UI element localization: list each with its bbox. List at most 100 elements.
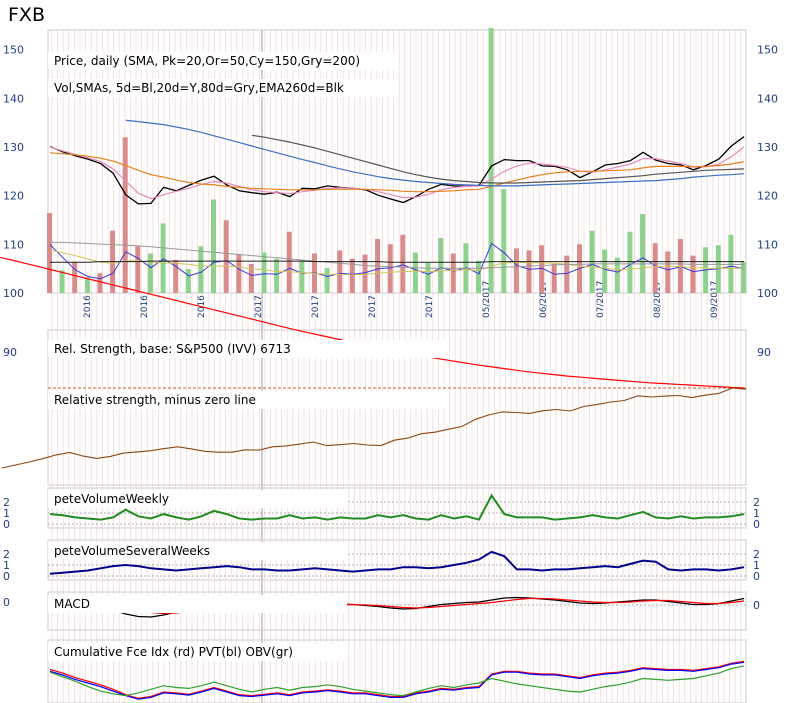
- price-x-tick: 07/2017: [596, 281, 606, 318]
- volume-bar: [248, 263, 254, 293]
- rel-strength-panel-title: Rel. Strength, base: S&P500 (IVV) 6713: [48, 340, 447, 358]
- pete_several-y-tick-left: 1: [3, 559, 10, 572]
- pete-several-panel-title: peteVolumeSeveralWeeks: [48, 542, 347, 560]
- pete_several-y-tick-right: 0: [753, 570, 760, 583]
- price-y-tick-left: 140: [3, 92, 24, 105]
- volume-bar: [665, 251, 671, 293]
- volume-bar: [173, 259, 179, 293]
- volume-bar: [135, 246, 141, 293]
- price-x-tick: 2017: [368, 295, 378, 318]
- volume-bar: [223, 220, 229, 293]
- price-price-line: [49, 136, 745, 205]
- price-x-tick: 05/2017: [482, 281, 492, 318]
- volume-bar: [690, 255, 696, 293]
- price-y-tick-left: 110: [3, 238, 24, 251]
- volume-bar: [539, 245, 545, 293]
- volume-bar: [198, 246, 204, 293]
- price-x-tick: 06/2017: [539, 281, 549, 318]
- price-x-tick: 2016: [140, 295, 150, 318]
- volume-bar: [488, 23, 494, 293]
- pete_several-y-tick-left: 2: [3, 548, 10, 561]
- grid-stripes: [51, 30, 742, 703]
- volume-bar: [236, 254, 242, 293]
- pete_weekly-y-tick-left: 2: [3, 496, 10, 509]
- volume-vol_sma5-line: [49, 242, 745, 280]
- volume-bar: [211, 199, 216, 293]
- price-y-tick-left: 150: [3, 44, 24, 57]
- volume-bar: [614, 257, 620, 293]
- volume-bar: [476, 260, 481, 293]
- volume-bar: [412, 252, 418, 293]
- volume-vol_sma80-line: [50, 241, 744, 269]
- volume-panel-title: Vol,SMAs, 5d=Bl,20d=Y,80d=Gry,EMA260d=Bl…: [48, 79, 398, 97]
- price-sma20-line: [49, 146, 745, 200]
- volume-vol_sma20-line: [49, 249, 744, 276]
- cumulative-pvt-line: [49, 661, 745, 700]
- pete_weekly-frame: [47, 487, 747, 529]
- pete_weekly-y-tick-right: 2: [753, 496, 760, 509]
- pete_weekly-y-tick-right: 0: [753, 518, 760, 531]
- pete_several-y-tick-right: 1: [753, 559, 760, 572]
- volume-bar: [513, 248, 519, 293]
- pete_several-y-tick-left: 0: [3, 570, 10, 583]
- volume-bar: [640, 214, 646, 293]
- price-y-tick-left: 100: [3, 287, 24, 300]
- price-x-tick: 2016: [83, 295, 93, 318]
- cumulative-panel-title: Cumulative Fce Idx (rd) PVT(bl) OBV(gr): [48, 643, 347, 661]
- volume-bar: [97, 273, 103, 293]
- pete_several-y-tick-right: 2: [753, 548, 760, 561]
- rs-y-tick-left: 90: [3, 346, 17, 359]
- price-x-tick: 2017: [425, 295, 435, 318]
- volume-bar: [450, 253, 456, 293]
- macd-line: [49, 596, 745, 618]
- ticker-symbol: FXB: [2, 2, 503, 28]
- volume-bar: [741, 261, 746, 293]
- macd-y-tick-left: 0: [3, 596, 10, 609]
- price-x-tick: 2017: [254, 295, 264, 318]
- pete_weekly-y-tick-right: 1: [753, 507, 760, 520]
- macd-y-tick-right: 0: [753, 599, 760, 612]
- volume-bar: [501, 189, 507, 293]
- volume-bar: [185, 269, 191, 293]
- volume-bar: [59, 270, 65, 293]
- volume-bar: [274, 258, 280, 293]
- cumulative-force-line: [49, 660, 745, 699]
- volume-bar: [84, 277, 90, 293]
- volume-bar: [652, 243, 658, 293]
- volume-bar: [299, 260, 305, 293]
- volume-bar: [602, 249, 608, 293]
- volume-bar: [627, 231, 633, 293]
- pete_several-frame: [47, 539, 747, 581]
- price-y-tick-left: 120: [3, 190, 24, 203]
- volume-bar: [526, 250, 532, 293]
- volume-bar: [286, 231, 292, 293]
- volume-bar: [47, 213, 52, 293]
- price-sma200-line: [251, 134, 745, 184]
- volume-bar: [425, 262, 431, 293]
- macd-signal-line: [49, 597, 745, 615]
- volume-bar: [551, 263, 557, 293]
- pete_weekly-y-tick-left: 1: [3, 507, 10, 520]
- price-y-tick-right: 110: [757, 238, 778, 251]
- volume-bar: [147, 253, 153, 293]
- volume-bar: [337, 250, 343, 293]
- price-sma150-line: [125, 119, 745, 187]
- cumulative-obv-line: [49, 665, 745, 697]
- price-x-tick: 08/2017: [653, 281, 663, 318]
- volume-bar: [122, 137, 128, 293]
- volume-bar: [438, 238, 444, 293]
- pete_weekly-y-tick-left: 0: [3, 518, 10, 531]
- macd-panel-title: MACD: [48, 595, 347, 613]
- price-y-tick-right: 150: [757, 44, 778, 57]
- volume-vol_ema260-line: [50, 260, 744, 263]
- volume-bar: [400, 234, 406, 293]
- price-sma50-line: [49, 152, 745, 193]
- volume-bar: [677, 239, 683, 293]
- volume-bar: [564, 255, 570, 293]
- price-y-tick-left: 130: [3, 141, 24, 154]
- volume-bar: [72, 261, 78, 293]
- price-y-tick-right: 100: [757, 287, 778, 300]
- volume-bar: [349, 258, 355, 293]
